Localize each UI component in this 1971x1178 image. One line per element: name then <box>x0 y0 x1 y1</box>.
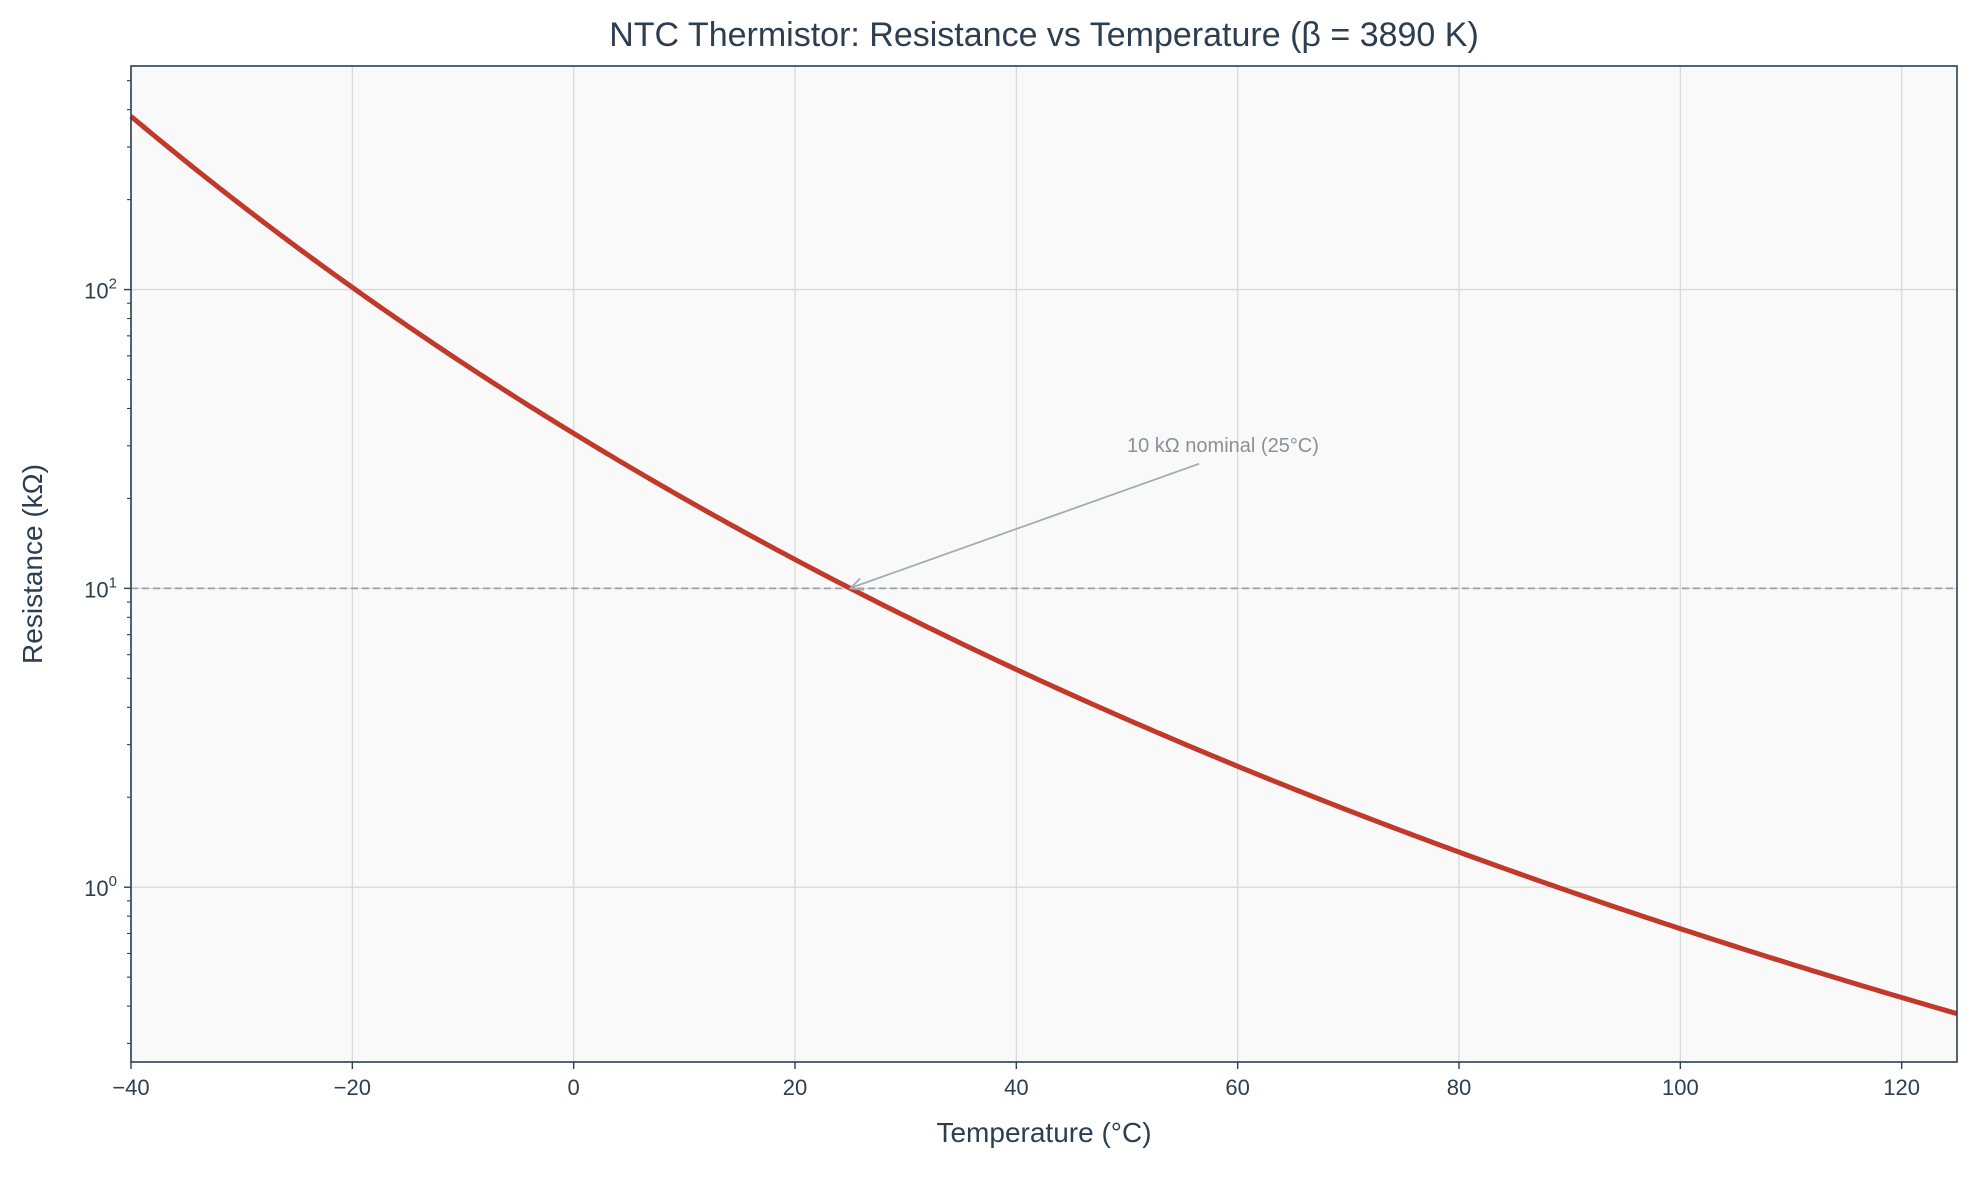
annotation-arrow-line <box>852 462 1200 589</box>
axis-ticks: −40 −20 0 20 40 60 80 100 120 100 101 102 <box>84 80 1920 1100</box>
x-tick-label: 60 <box>1225 1075 1249 1100</box>
x-axis-label: Temperature (°C) <box>936 1117 1151 1148</box>
chart-title: NTC Thermistor: Resistance vs Temperatur… <box>609 16 1479 54</box>
plot-frame <box>130 65 1958 1063</box>
x-tick-label: 80 <box>1447 1075 1471 1100</box>
annotation-arrow-head <box>848 577 865 591</box>
resistance-curve <box>129 114 1958 1017</box>
x-tick-label: 0 <box>568 1075 580 1100</box>
x-tick-label: −20 <box>334 1075 371 1100</box>
grid-lines <box>130 66 1957 1062</box>
series-layer <box>129 114 1958 1017</box>
annotation-layer: 10 kΩ nominal (25°C) <box>848 435 1319 591</box>
x-tick-label: 100 <box>1662 1075 1699 1100</box>
y-tick-label: 101 <box>84 574 117 602</box>
y-tick-label: 102 <box>84 276 117 304</box>
y-axis-label: Resistance (kΩ) <box>17 464 48 664</box>
annotation-text: 10 kΩ nominal (25°C) <box>1127 435 1319 457</box>
x-tick-label: 40 <box>1004 1075 1028 1100</box>
plot-area <box>131 66 1957 1062</box>
y-tick-label: 100 <box>84 873 117 901</box>
x-tick-label: −40 <box>112 1075 149 1100</box>
x-tick-label: 20 <box>783 1075 807 1100</box>
x-tick-label: 120 <box>1883 1075 1920 1100</box>
